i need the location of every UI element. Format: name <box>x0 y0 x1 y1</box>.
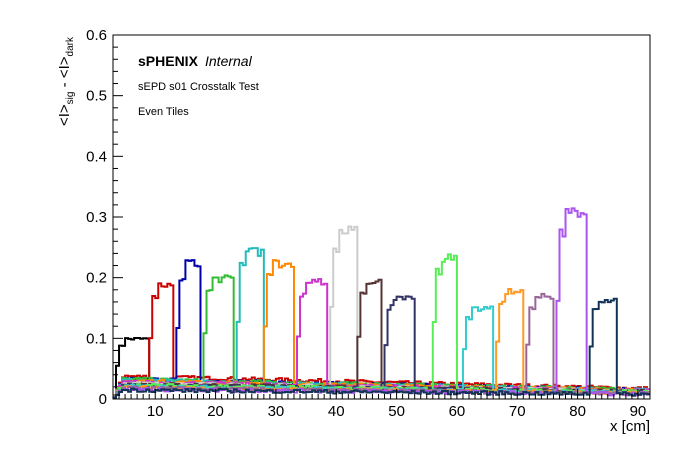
x-tick-label: 20 <box>207 403 224 420</box>
x-tick-label: 90 <box>630 403 647 420</box>
y-axis-label: <I>sig - <I>dark <box>56 36 76 126</box>
x-tick-label: 40 <box>328 403 345 420</box>
x-axis-label: x [cm] <box>610 418 650 435</box>
y-tick-label: 0.1 <box>86 330 107 347</box>
y-tick-label: 0.2 <box>86 270 107 287</box>
status-label: Internal <box>205 53 253 69</box>
x-tick-label: 60 <box>449 403 466 420</box>
ticks-layer: 10 20 30 40 50 60 70 80 90 0 0.1 0.2 0.3 0.4 0.5 0.6 <box>86 27 651 420</box>
y-tick-label: 0.6 <box>86 27 107 44</box>
y-label-sub2: dark <box>65 36 76 56</box>
x-tick-label: 70 <box>509 403 526 420</box>
x-tick-label: 30 <box>268 403 285 420</box>
y-label-i2: <I> <box>56 56 73 78</box>
y-label-minus: - <box>56 78 73 91</box>
collab-label: sPHENIX <box>138 53 199 69</box>
y-label-i1: <I> <box>56 104 73 126</box>
y-tick-label: 0 <box>99 391 107 408</box>
y-tick-label: 0.4 <box>86 148 107 165</box>
x-tick-label: 50 <box>388 403 405 420</box>
y-label-sub1: sig <box>65 92 76 105</box>
y-tick-label: 0.3 <box>86 209 107 226</box>
annotation-line3: Even Tiles <box>138 106 189 118</box>
x-tick-label: 10 <box>147 403 164 420</box>
annotation-line2: sEPD s01 Crosstalk Test <box>138 81 259 93</box>
y-tick-label: 0.5 <box>86 88 107 105</box>
series-layer <box>113 207 650 399</box>
x-tick-label: 80 <box>569 403 586 420</box>
